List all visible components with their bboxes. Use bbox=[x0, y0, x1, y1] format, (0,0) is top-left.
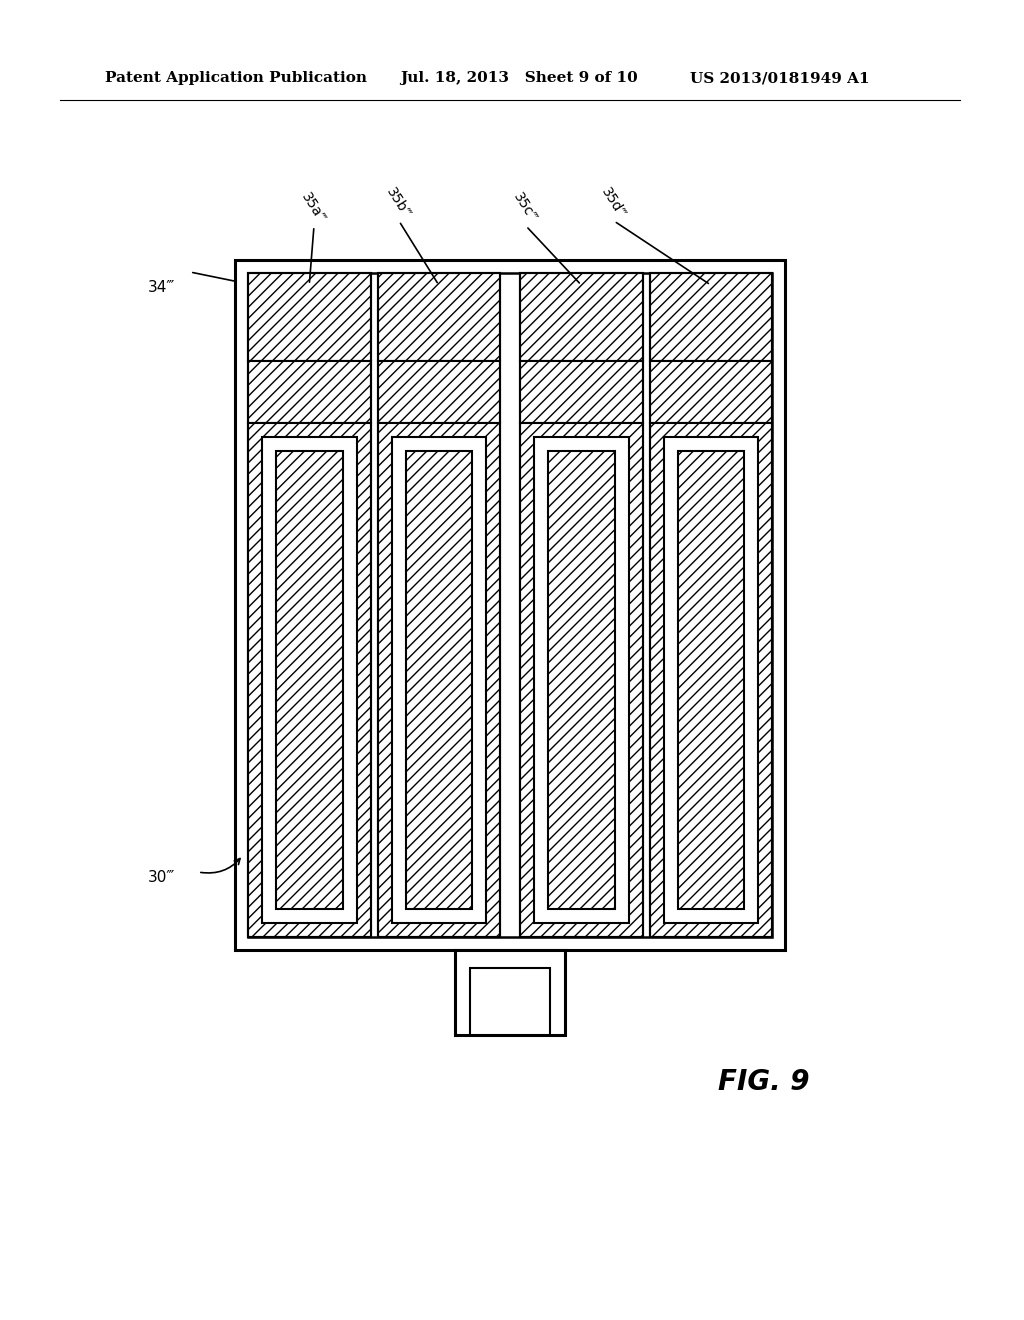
Bar bbox=[276, 451, 342, 909]
Bar bbox=[378, 273, 500, 360]
Bar bbox=[248, 273, 371, 937]
Text: 35b‴: 35b‴ bbox=[383, 186, 413, 222]
Text: 35a‴: 35a‴ bbox=[298, 190, 328, 226]
Text: 34‴: 34‴ bbox=[148, 281, 175, 296]
Bar bbox=[248, 273, 772, 937]
Bar bbox=[649, 273, 772, 360]
Bar bbox=[248, 360, 371, 422]
Bar bbox=[678, 451, 744, 909]
Bar bbox=[520, 273, 642, 360]
Bar bbox=[548, 451, 614, 909]
Text: 35c‴: 35c‴ bbox=[510, 190, 539, 226]
Bar bbox=[378, 273, 500, 937]
Bar bbox=[248, 422, 371, 937]
Text: US 2013/0181949 A1: US 2013/0181949 A1 bbox=[690, 71, 869, 84]
Bar bbox=[520, 422, 642, 937]
Text: 35d‴: 35d‴ bbox=[598, 186, 628, 222]
Bar bbox=[649, 273, 772, 937]
Text: FIG. 9: FIG. 9 bbox=[718, 1068, 810, 1096]
Bar bbox=[406, 451, 472, 909]
Bar bbox=[391, 437, 486, 923]
Bar bbox=[649, 422, 772, 937]
Text: Patent Application Publication: Patent Application Publication bbox=[105, 71, 367, 84]
Bar bbox=[234, 260, 785, 950]
Bar bbox=[455, 950, 565, 1035]
Text: Jul. 18, 2013   Sheet 9 of 10: Jul. 18, 2013 Sheet 9 of 10 bbox=[400, 71, 638, 84]
Bar bbox=[248, 273, 371, 360]
Bar bbox=[649, 360, 772, 422]
Bar bbox=[262, 437, 356, 923]
Bar bbox=[378, 422, 500, 937]
Bar bbox=[470, 968, 550, 1035]
Bar bbox=[534, 437, 629, 923]
Bar bbox=[664, 437, 758, 923]
Bar bbox=[520, 273, 642, 937]
Text: 30‴: 30‴ bbox=[148, 870, 175, 886]
Bar bbox=[378, 360, 500, 422]
Bar bbox=[520, 360, 642, 422]
